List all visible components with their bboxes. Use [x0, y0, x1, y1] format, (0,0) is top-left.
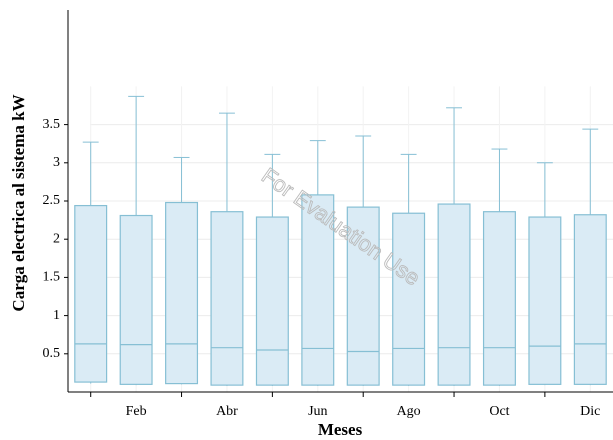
y-tick-label: 2	[53, 231, 60, 246]
y-tick-label: 1.5	[43, 270, 61, 285]
y-tick-label: 3	[53, 155, 60, 170]
x-tick-label: Ago	[397, 404, 421, 419]
box	[346, 206, 380, 386]
box	[437, 203, 471, 386]
x-tick-label: Dic	[580, 404, 600, 419]
box	[573, 214, 607, 385]
box	[119, 214, 153, 385]
box	[74, 204, 108, 383]
y-tick-label: 3.5	[43, 117, 61, 132]
x-axis-title: Meses	[318, 420, 363, 439]
box	[301, 194, 335, 386]
x-tick-label: Abr	[216, 404, 238, 419]
box	[482, 211, 516, 386]
y-tick-label: 2.5	[43, 193, 61, 208]
box	[165, 201, 199, 385]
x-tick-label: Oct	[489, 404, 509, 419]
x-tick-label: Jun	[308, 404, 327, 419]
x-tick-label: Feb	[126, 404, 147, 419]
y-tick-label: 0.5	[43, 346, 61, 361]
y-axis-title: Carga electrica al sistema kW	[9, 94, 28, 311]
box	[392, 212, 426, 386]
box	[528, 216, 562, 385]
box	[210, 211, 244, 386]
box	[255, 216, 289, 386]
y-tick-label: 1	[53, 308, 60, 323]
